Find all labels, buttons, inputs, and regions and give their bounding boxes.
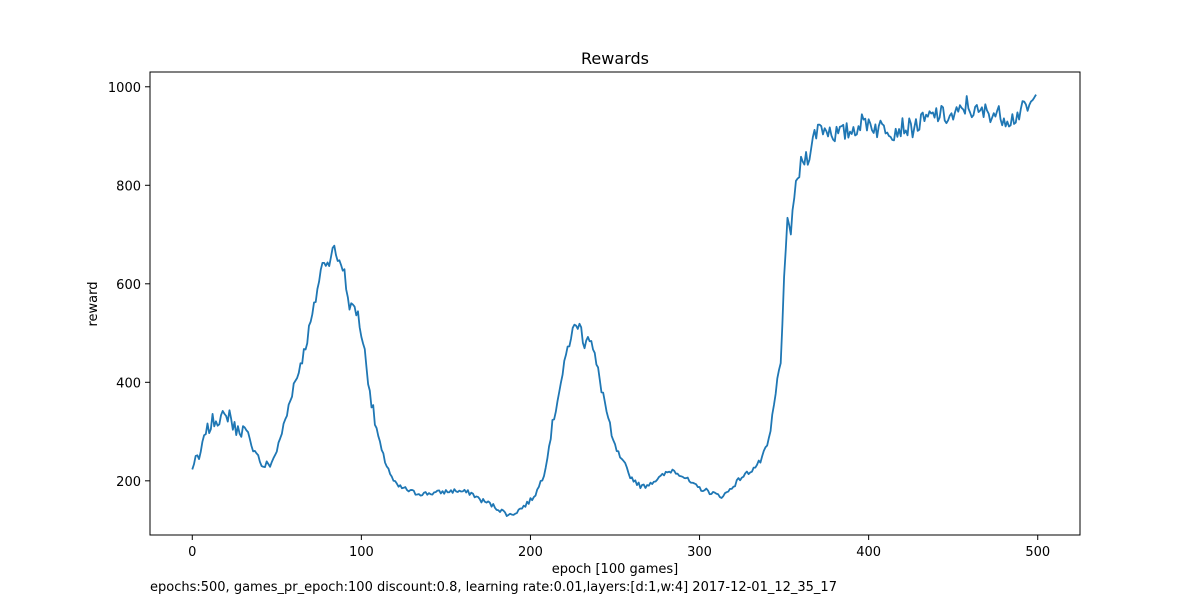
y-tick-label: 600 (116, 278, 141, 293)
y-tick-label: 800 (116, 179, 141, 194)
y-tick-label: 200 (116, 475, 141, 490)
x-tick-label: 0 (188, 545, 196, 560)
y-tick-label: 1000 (108, 81, 141, 96)
y-tick-label: 400 (116, 376, 141, 391)
y-axis-ticks: 200 400 600 800 1000 (108, 81, 150, 490)
run-parameters-caption: epochs:500, games_pr_epoch:100 discount:… (150, 580, 837, 595)
reward-series-line (191, 94, 1037, 517)
x-tick-label: 100 (349, 545, 374, 560)
x-axis-ticks: 0 100 200 300 400 500 (188, 535, 1050, 560)
x-axis-label: epoch [100 games] (552, 562, 678, 577)
x-tick-label: 500 (1025, 545, 1050, 560)
x-tick-label: 400 (856, 545, 881, 560)
y-axis-label: reward (86, 281, 101, 326)
x-tick-label: 200 (518, 545, 543, 560)
x-tick-label: 300 (687, 545, 712, 560)
chart-title: Rewards (581, 49, 649, 68)
plot-area-frame (149, 71, 1081, 536)
